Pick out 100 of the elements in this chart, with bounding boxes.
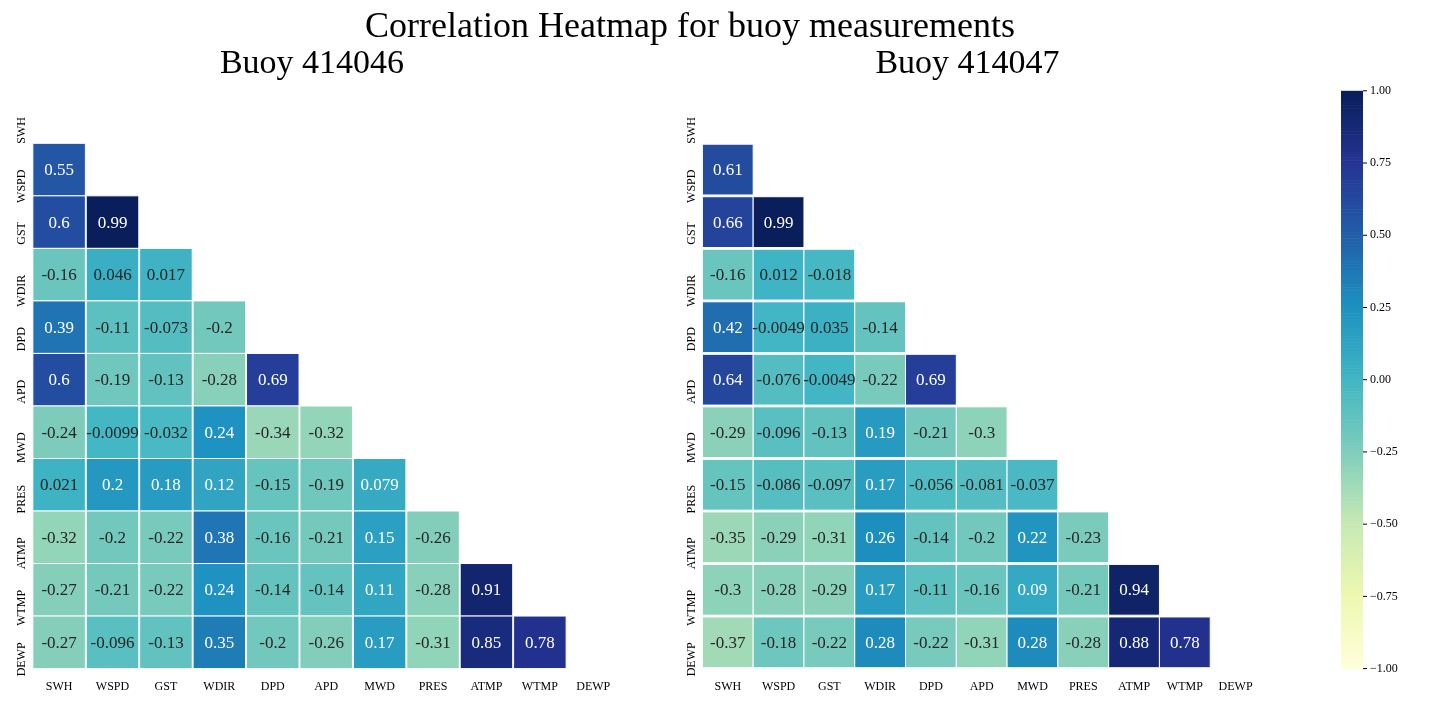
x-tick-label: DEWP <box>576 678 611 693</box>
data-label: -0.31 <box>963 632 1000 652</box>
data-label: -0.27 <box>41 580 78 600</box>
x-tick-label: SWH <box>714 678 742 693</box>
y-tick-label: WTMP <box>13 589 28 626</box>
data-label: -0.076 <box>756 370 801 390</box>
color-bar-label: 0.25 <box>1370 299 1391 314</box>
color-bar-label: −0.50 <box>1370 516 1398 531</box>
data-label: 0.61 <box>712 160 743 180</box>
data-label: -0.15 <box>255 475 291 495</box>
data-label: -0.14 <box>308 580 345 600</box>
x-tick-label: WDIR <box>203 678 236 693</box>
data-label: -0.3 <box>714 580 742 600</box>
data-label: 0.18 <box>151 475 181 495</box>
data-label: -0.096 <box>756 422 801 442</box>
data-label: -0.13 <box>148 370 184 390</box>
x-tick-label: APD <box>969 678 995 693</box>
data-label: -0.32 <box>41 527 77 547</box>
data-label: -0.018 <box>807 265 852 285</box>
data-label: -0.13 <box>811 422 848 442</box>
color-bar-label: 0.75 <box>1370 155 1391 170</box>
data-label: 0.88 <box>1119 632 1149 652</box>
data-label: -0.19 <box>94 370 131 390</box>
color-bar-label: 0.00 <box>1370 371 1391 386</box>
y-tick-label: ATMP <box>683 536 698 570</box>
data-label: -0.14 <box>913 527 950 547</box>
data-label: -0.29 <box>710 422 746 442</box>
y-tick-label: MWD <box>683 431 698 463</box>
data-label: 0.28 <box>1017 632 1048 652</box>
color-bar-label: 1.00 <box>1370 82 1391 97</box>
y-tick-label: WDIR <box>683 274 698 307</box>
data-label: -0.28 <box>1065 632 1101 652</box>
data-label: 0.39 <box>44 317 74 337</box>
y-tick-label: MWD <box>13 431 28 463</box>
y-tick-label: APD <box>683 379 698 404</box>
data-label: -0.37 <box>710 632 746 652</box>
data-label: 0.09 <box>1017 580 1048 600</box>
data-label: -0.18 <box>760 632 797 652</box>
data-label: 0.6 <box>48 370 70 390</box>
data-label: 0.69 <box>916 370 946 390</box>
data-label: -0.16 <box>41 265 77 285</box>
y-tick-label: SWH <box>683 116 698 144</box>
data-label: -0.037 <box>1010 475 1055 495</box>
data-label: -0.34 <box>255 422 291 442</box>
data-label: -0.24 <box>41 422 78 442</box>
data-label: -0.22 <box>862 370 898 390</box>
data-label: -0.14 <box>255 580 291 600</box>
x-tick-label: DPD <box>918 678 944 693</box>
data-label: -0.16 <box>255 527 291 547</box>
data-label: -0.2 <box>205 317 233 337</box>
data-label: 0.2 <box>101 475 124 495</box>
y-tick-label: APD <box>13 379 28 404</box>
data-label: -0.22 <box>913 632 949 652</box>
x-tick-label: GST <box>818 678 842 693</box>
chart-title: Correlation Heatmap for buoy measurements <box>364 4 1016 46</box>
data-label: -0.28 <box>415 580 451 600</box>
data-label: -0.16 <box>963 580 1000 600</box>
data-label: 0.94 <box>1119 580 1150 600</box>
y-tick-label: SWH <box>13 116 28 144</box>
y-tick-label: GST <box>683 221 698 245</box>
x-tick-label: SWH <box>45 678 73 693</box>
data-label: -0.26 <box>415 527 451 547</box>
data-label: 0.17 <box>865 475 896 495</box>
data-label: -0.22 <box>811 632 848 652</box>
data-label: -0.056 <box>908 475 953 495</box>
data-label: -0.21 <box>94 580 131 600</box>
x-tick-label: PRES <box>418 678 448 693</box>
data-label: 0.6 <box>48 212 70 232</box>
data-label: 0.19 <box>865 422 896 442</box>
data-label: -0.096 <box>90 632 135 652</box>
data-label: -0.097 <box>807 475 852 495</box>
data-label: 0.24 <box>204 580 235 600</box>
data-label: 0.017 <box>146 265 186 285</box>
data-label: -0.13 <box>148 632 184 652</box>
data-label: 0.78 <box>525 632 555 652</box>
data-label: -0.28 <box>201 370 238 390</box>
data-label: -0.29 <box>760 527 797 547</box>
data-label: 0.69 <box>257 370 288 390</box>
data-label: 0.26 <box>865 527 896 547</box>
y-tick-label: PRES <box>683 484 698 514</box>
y-tick-label: DPD <box>13 326 28 352</box>
data-label: 0.17 <box>364 632 395 652</box>
data-label: 0.24 <box>204 422 235 442</box>
chart-subtitle: Buoy 414047 <box>875 43 1060 81</box>
data-label: 0.012 <box>759 265 798 285</box>
data-label: 0.021 <box>39 475 79 495</box>
x-tick-label: ATMP <box>1118 678 1151 693</box>
data-label: 0.046 <box>93 265 132 285</box>
data-label: -0.26 <box>308 632 344 652</box>
data-label: 0.12 <box>204 475 235 495</box>
data-label: -0.032 <box>143 422 188 442</box>
x-tick-label: WSPD <box>95 678 130 693</box>
x-tick-label: MWD <box>1017 678 1049 693</box>
y-tick-label: ATMP <box>13 536 28 570</box>
data-label: 0.91 <box>471 580 502 600</box>
data-label: -0.29 <box>811 580 848 600</box>
data-label: -0.0099 <box>86 422 139 442</box>
data-label: -0.21 <box>308 527 344 547</box>
y-tick-label: GST <box>13 221 28 245</box>
data-label: -0.3 <box>968 422 996 442</box>
